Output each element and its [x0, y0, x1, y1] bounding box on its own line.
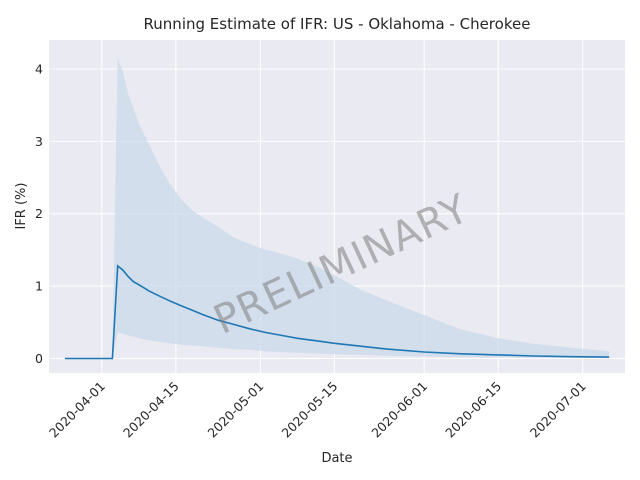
- y-axis-ticks: 0 1 2 3 4: [35, 61, 43, 366]
- y-tick-label: 0: [35, 351, 43, 366]
- x-tick-label: 2020-04-15: [120, 379, 182, 441]
- x-tick-label: 2020-05-15: [278, 379, 340, 441]
- chart-title: Running Estimate of IFR: US - Oklahoma -…: [144, 15, 531, 33]
- x-tick-label: 2020-05-01: [205, 379, 267, 441]
- x-tick-label: 2020-07-01: [527, 379, 589, 441]
- y-tick-label: 4: [35, 61, 43, 76]
- y-tick-label: 1: [35, 279, 43, 294]
- x-tick-label: 2020-06-15: [442, 379, 504, 441]
- x-axis-ticks: 2020-04-01 2020-04-15 2020-05-01 2020-05-15…: [46, 379, 589, 441]
- y-tick-label: 2: [35, 206, 43, 221]
- x-tick-label: 2020-06-01: [368, 379, 430, 441]
- x-tick-label: 2020-04-01: [46, 379, 108, 441]
- ifr-series-line: [64, 264, 610, 360]
- x-axis-label: Date: [321, 451, 352, 466]
- y-axis-label: IFR (%): [14, 183, 29, 230]
- y-tick-label: 3: [35, 134, 43, 149]
- confidence-band: [64, 58, 610, 359]
